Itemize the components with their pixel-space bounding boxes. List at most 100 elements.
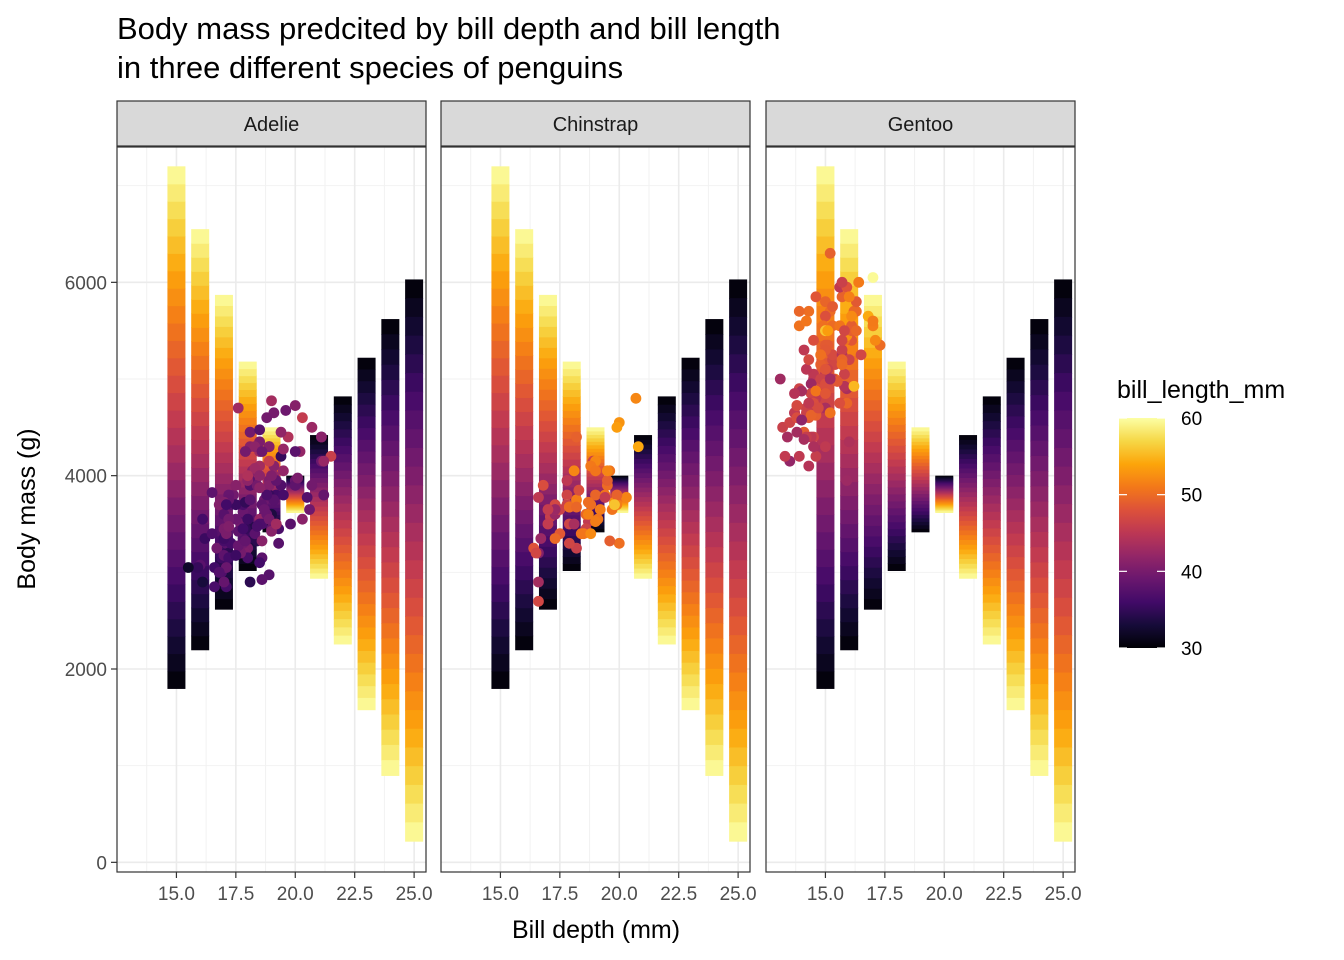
legend-tick-label: 60	[1181, 409, 1202, 430]
data-point	[209, 581, 220, 593]
prediction-cell	[167, 566, 186, 585]
prediction-cell	[887, 389, 906, 397]
prediction-cell	[381, 349, 400, 366]
prediction-cell	[816, 496, 835, 515]
prediction-cell	[310, 559, 329, 565]
prediction-cell	[982, 454, 1001, 463]
prediction-cell	[911, 517, 930, 522]
x-tick-label: 22.5	[660, 884, 697, 905]
prediction-cell	[729, 485, 748, 505]
prediction-cell	[634, 511, 653, 517]
data-point	[239, 535, 251, 547]
prediction-cell	[729, 298, 748, 318]
prediction-cell	[491, 201, 510, 220]
prediction-cell	[887, 438, 906, 446]
prediction-cell	[167, 531, 186, 550]
prediction-cell	[515, 565, 534, 581]
prediction-cell	[167, 601, 186, 620]
prediction-cell	[381, 760, 400, 776]
data-point	[285, 518, 296, 530]
data-point	[277, 489, 289, 501]
prediction-cell	[405, 391, 424, 412]
prediction-cell	[167, 653, 186, 672]
data-point	[242, 513, 254, 525]
prediction-cell	[705, 486, 724, 503]
prediction-cell	[705, 440, 724, 457]
prediction-cell	[959, 530, 978, 536]
data-point	[537, 479, 549, 491]
prediction-column	[167, 166, 186, 689]
prediction-cell	[405, 597, 424, 618]
prediction-cell	[262, 451, 281, 456]
prediction-cell	[816, 462, 835, 481]
prediction-cell	[491, 166, 510, 185]
prediction-cell	[959, 549, 978, 555]
prediction-cell	[491, 253, 510, 272]
prediction-cell	[515, 299, 534, 314]
prediction-cell	[935, 509, 954, 512]
prediction-cell	[887, 382, 906, 391]
prediction-column	[491, 166, 510, 689]
data-point	[563, 537, 575, 549]
prediction-cell	[959, 454, 978, 460]
prediction-cell	[262, 434, 281, 439]
prediction-cell	[935, 484, 954, 487]
prediction-cell	[982, 396, 1001, 406]
prediction-cell	[681, 475, 700, 488]
prediction-cell	[705, 608, 724, 624]
prediction-cell	[381, 744, 400, 761]
data-point	[266, 470, 277, 482]
prediction-cell	[887, 459, 906, 467]
data-point	[590, 465, 601, 477]
prediction-cell	[657, 511, 676, 521]
prediction-cell	[681, 510, 700, 523]
prediction-cell	[491, 496, 510, 515]
prediction-column	[959, 435, 978, 579]
prediction-cell	[1030, 425, 1049, 442]
prediction-cell	[634, 458, 653, 465]
prediction-cell	[1030, 699, 1049, 716]
prediction-cell	[863, 546, 882, 558]
prediction-cell	[1006, 416, 1025, 429]
prediction-cell	[816, 514, 835, 533]
prediction-cell	[634, 506, 653, 512]
prediction-cell	[1054, 316, 1073, 337]
prediction-cell	[286, 508, 305, 511]
prediction-cell	[562, 445, 581, 453]
prediction-cell	[982, 487, 1001, 496]
prediction-cell	[167, 253, 186, 272]
prediction-cell	[729, 766, 748, 786]
prediction-cell	[1030, 714, 1049, 731]
prediction-cell	[729, 691, 748, 711]
prediction-cell	[1054, 354, 1073, 374]
prediction-cell	[491, 288, 510, 307]
prediction-cell	[705, 562, 724, 579]
prediction-cell	[935, 475, 954, 478]
prediction-cell	[1030, 623, 1049, 640]
prediction-cell	[491, 531, 510, 550]
prediction-cell	[705, 668, 724, 685]
prediction-cell	[1006, 650, 1025, 664]
data-point	[292, 472, 304, 484]
prediction-cell	[381, 547, 400, 564]
prediction-cell	[562, 479, 581, 488]
prediction-cell	[729, 504, 748, 524]
prediction-cell	[1054, 822, 1073, 842]
prediction-cell	[286, 494, 305, 496]
prediction-cell	[405, 766, 424, 786]
prediction-cell	[491, 583, 510, 602]
prediction-cell	[515, 327, 534, 342]
data-point	[839, 325, 850, 337]
data-point	[306, 479, 318, 491]
prediction-cell	[705, 577, 724, 594]
data-point	[609, 499, 620, 511]
prediction-cell	[405, 298, 424, 318]
prediction-cell	[491, 653, 510, 672]
y-tick-label: 0	[96, 853, 107, 874]
prediction-cell	[491, 636, 510, 655]
prediction-cell	[982, 520, 1001, 529]
prediction-cell	[634, 477, 653, 484]
prediction-cell	[911, 479, 930, 484]
prediction-cell	[1030, 440, 1049, 457]
prediction-cell	[1054, 335, 1073, 355]
